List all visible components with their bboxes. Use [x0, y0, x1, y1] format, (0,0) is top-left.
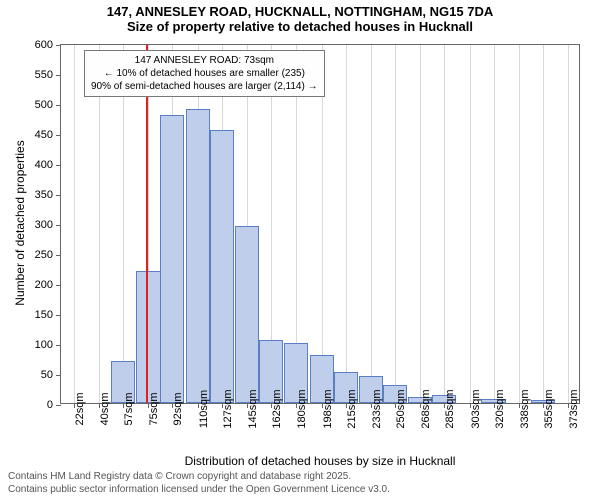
attribution-footer: Contains HM Land Registry data © Crown c… [8, 470, 390, 496]
y-tick-label: 250 [35, 249, 53, 261]
histogram-bar [160, 115, 184, 403]
y-tick [56, 315, 61, 316]
y-tick [56, 105, 61, 106]
x-tick-label: 92sqm [172, 392, 184, 425]
gridline [543, 45, 544, 403]
footer-line-2: Contains public sector information licen… [8, 483, 390, 496]
gridline [371, 45, 372, 403]
y-tick-label: 350 [35, 189, 53, 201]
y-tick-label: 300 [35, 219, 53, 231]
y-tick [56, 75, 61, 76]
annotation-line: ← 10% of detached houses are smaller (23… [91, 67, 318, 80]
y-tick [56, 135, 61, 136]
y-tick [56, 225, 61, 226]
x-tick-label: 338sqm [519, 389, 531, 428]
y-tick [56, 165, 61, 166]
y-tick-label: 200 [35, 279, 53, 291]
gridline [395, 45, 396, 403]
gridline [99, 45, 100, 403]
y-tick-label: 0 [47, 399, 53, 411]
x-tick-label: 233sqm [371, 389, 383, 428]
y-tick [56, 375, 61, 376]
y-axis-label: Number of detached properties [13, 113, 27, 333]
footer-line-1: Contains HM Land Registry data © Crown c… [8, 470, 390, 483]
gridline [420, 45, 421, 403]
annotation-line: 147 ANNESLEY ROAD: 73sqm [91, 54, 318, 67]
x-tick-label: 320sqm [494, 389, 506, 428]
x-tick-label: 180sqm [296, 389, 308, 428]
y-tick-label: 150 [35, 309, 53, 321]
histogram-bar [136, 271, 160, 403]
x-tick-label: 198sqm [322, 389, 334, 428]
gridline [494, 45, 495, 403]
plot-area: 05010015020025030035040045050055060022sq… [60, 44, 580, 404]
gridline [519, 45, 520, 403]
histogram-bar [210, 130, 234, 403]
title-address: 147, ANNESLEY ROAD, HUCKNALL, NOTTINGHAM… [0, 4, 600, 19]
x-tick-label: 373sqm [568, 389, 580, 428]
gridline [568, 45, 569, 403]
y-tick-label: 600 [35, 39, 53, 51]
annotation-box: 147 ANNESLEY ROAD: 73sqm← 10% of detache… [84, 50, 325, 97]
gridline [444, 45, 445, 403]
title-subtitle: Size of property relative to detached ho… [0, 19, 600, 34]
reference-line [146, 45, 148, 403]
x-tick-label: 162sqm [271, 389, 283, 428]
chart-container: 147, ANNESLEY ROAD, HUCKNALL, NOTTINGHAM… [0, 0, 600, 500]
gridline [322, 45, 323, 403]
y-tick [56, 345, 61, 346]
x-tick-label: 250sqm [395, 389, 407, 428]
gridline [470, 45, 471, 403]
y-tick-label: 50 [41, 369, 53, 381]
x-tick-label: 40sqm [99, 392, 111, 425]
x-tick-label: 75sqm [148, 392, 160, 425]
chart-title: 147, ANNESLEY ROAD, HUCKNALL, NOTTINGHAM… [0, 0, 600, 34]
y-tick-label: 450 [35, 129, 53, 141]
x-tick-label: 268sqm [420, 389, 432, 428]
x-tick-label: 303sqm [470, 389, 482, 428]
annotation-line: 90% of semi-detached houses are larger (… [91, 80, 318, 93]
y-tick [56, 285, 61, 286]
gridline [346, 45, 347, 403]
x-tick-label: 145sqm [247, 389, 259, 428]
y-tick-label: 500 [35, 99, 53, 111]
y-tick [56, 255, 61, 256]
x-tick-label: 22sqm [74, 392, 86, 425]
x-tick-label: 110sqm [198, 390, 210, 428]
y-tick-label: 400 [35, 159, 53, 171]
x-tick-label: 215sqm [346, 389, 358, 428]
y-tick-label: 550 [35, 69, 53, 81]
y-tick [56, 45, 61, 46]
histogram-bar [186, 109, 210, 403]
y-tick [56, 195, 61, 196]
x-tick-label: 285sqm [444, 389, 456, 428]
y-tick-label: 100 [35, 339, 53, 351]
gridline [74, 45, 75, 403]
x-tick-label: 127sqm [222, 389, 234, 428]
y-tick [56, 405, 61, 406]
histogram-bar [235, 226, 259, 403]
x-tick-label: 57sqm [123, 392, 135, 425]
gridline [123, 45, 124, 403]
x-axis-label: Distribution of detached houses by size … [60, 454, 580, 468]
x-tick-label: 355sqm [543, 389, 555, 428]
